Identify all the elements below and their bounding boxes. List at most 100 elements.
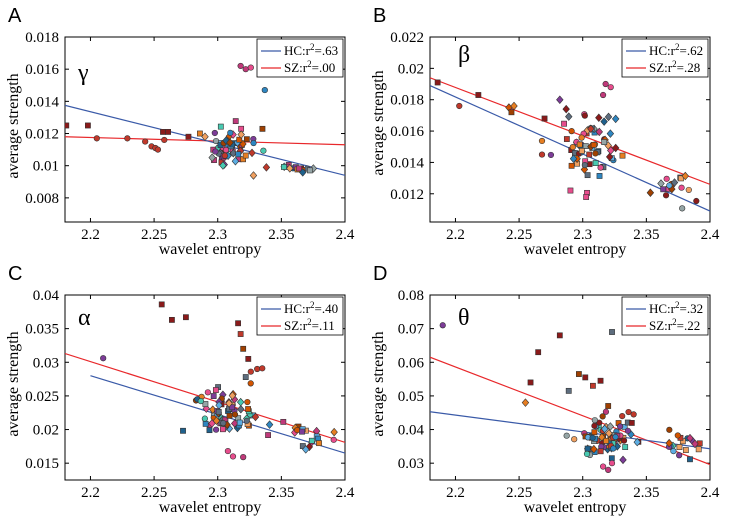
panel-b-point: [561, 120, 567, 127]
panel-d-ytick-label: 0.07: [398, 322, 425, 338]
panel-b-point: [456, 102, 463, 110]
panel-c-xlabel: wavelet entropy: [159, 499, 262, 516]
panel-b-point: [578, 134, 585, 141]
panel-d-point: [535, 349, 542, 356]
panel-c-point: [251, 412, 260, 422]
panel-d-point: [633, 437, 641, 447]
panel-b-point: [583, 194, 590, 200]
panel-d-point: [439, 322, 446, 329]
panel-c-point: [229, 404, 236, 411]
panel-b-band-label: β: [458, 42, 470, 68]
panel-c-point: [240, 345, 247, 352]
panel-a-xlabel: wavelet entropy: [159, 241, 262, 258]
panel-c-point: [235, 320, 241, 327]
panel-b-ytick-label: 0.02: [398, 61, 424, 77]
panel-a-xtick-label: 2.3: [208, 227, 227, 243]
panel-a-point: [243, 136, 250, 143]
panel-a-ytick-label: 0.018: [25, 30, 59, 46]
panel-a-legend-sz-label: SZ:r2=.00: [284, 59, 335, 75]
panel-b-point: [581, 112, 588, 119]
panel-c-ytick-label: 0.03: [33, 355, 59, 371]
panel-c-point: [244, 398, 251, 406]
panel-b: B β average strength wavelet entropy 2.2…: [370, 5, 720, 258]
panel-b-ytick-label: 0.022: [390, 30, 424, 46]
panel-b-letter: B: [373, 5, 386, 27]
panel-c-point: [202, 420, 209, 427]
panel-b-point: [619, 152, 626, 159]
panel-d-point: [591, 429, 598, 436]
panel-c-ytick-label: 0.02: [33, 423, 59, 439]
panel-a-xtick-label: 2.35: [268, 227, 294, 243]
panel-b-xtick-label: 2.2: [446, 227, 465, 243]
panel-d-point: [598, 432, 606, 442]
panel-c-xtick-label: 2.2: [81, 485, 100, 501]
panel-b-point: [578, 148, 585, 154]
panel-a-point: [307, 167, 313, 174]
panel-d-xtick-label: 2.3: [573, 485, 592, 501]
panel-b-point: [538, 151, 546, 158]
panel-b-point: [597, 164, 604, 171]
panel-b-xtick-label: 2.3: [573, 227, 592, 243]
panel-d-ytick-label: 0.06: [398, 355, 425, 371]
panel-a-point: [219, 161, 227, 170]
panel-d-point: [622, 444, 629, 450]
panel-d-point: [602, 408, 610, 415]
panel-d-point: [691, 439, 699, 449]
panel-d-xlabel: wavelet entropy: [524, 499, 627, 516]
panel-b-point: [681, 171, 689, 181]
panel-c-point: [316, 440, 322, 447]
panel-d-xtick-label: 2.25: [506, 485, 532, 501]
panel-b-point: [581, 161, 588, 169]
panel-a-legend-hc-label: HC:r2=.63: [284, 42, 338, 58]
panel-d-point: [665, 438, 673, 448]
panel-c-point: [202, 401, 209, 407]
panel-d-point: [597, 448, 604, 455]
panel-d-point: [599, 463, 607, 470]
panel-b-point: [587, 124, 595, 134]
panel-a-xtick-label: 2.25: [141, 227, 167, 243]
panel-b-point: [678, 184, 685, 191]
panel-c-point: [210, 393, 217, 399]
panel-b-point: [592, 160, 599, 166]
panel-b-xtick-label: 2.35: [633, 227, 659, 243]
panel-c-point: [169, 316, 175, 323]
panel-d-point: [599, 413, 606, 420]
panel-d-ytick-label: 0.08: [398, 288, 424, 304]
panel-b-point: [662, 192, 670, 199]
panel-d-point: [676, 444, 683, 450]
panel-d-xtick-label: 2.4: [701, 485, 720, 501]
panel-d-point: [670, 447, 677, 455]
panel-d-point: [591, 422, 598, 429]
panel-b-point: [569, 143, 576, 151]
panel-b-point: [678, 175, 684, 182]
panel-a-point: [261, 86, 268, 94]
panel-d-point: [606, 422, 615, 431]
panel-c-points: [65, 301, 345, 461]
panel-a-ytick-label: 0.016: [25, 62, 59, 78]
panel-b-point: [663, 175, 670, 182]
panel-a-point: [237, 130, 245, 139]
panel-d-point: [619, 412, 626, 420]
panel-c-point: [201, 415, 208, 422]
panel-d-point: [590, 382, 596, 389]
panel-c-point: [212, 416, 221, 426]
panel-d-points: [430, 322, 710, 474]
panel-b-point: [604, 112, 613, 122]
panel-c-ylabel: average strength: [5, 331, 22, 436]
panel-d-point: [625, 408, 632, 416]
panel-a-point: [242, 66, 249, 73]
panel-a-point: [124, 135, 131, 142]
panel-a-xtick-label: 2.4: [336, 227, 355, 243]
panel-a-ytick-label: 0.014: [25, 94, 59, 110]
panel-c-legend-hc-label: HC:r2=.40: [284, 300, 338, 316]
panel-d-point: [605, 466, 612, 474]
panel-c-point: [265, 432, 271, 438]
panel-d-ytick-label: 0.04: [398, 423, 425, 439]
panel-c-point: [231, 411, 239, 418]
panel-d-point: [583, 450, 591, 458]
panel-d: D θ average strength wavelet entropy 2.2…: [370, 263, 720, 516]
panel-a-legend-box: [256, 38, 344, 78]
panel-b-point: [601, 139, 608, 145]
